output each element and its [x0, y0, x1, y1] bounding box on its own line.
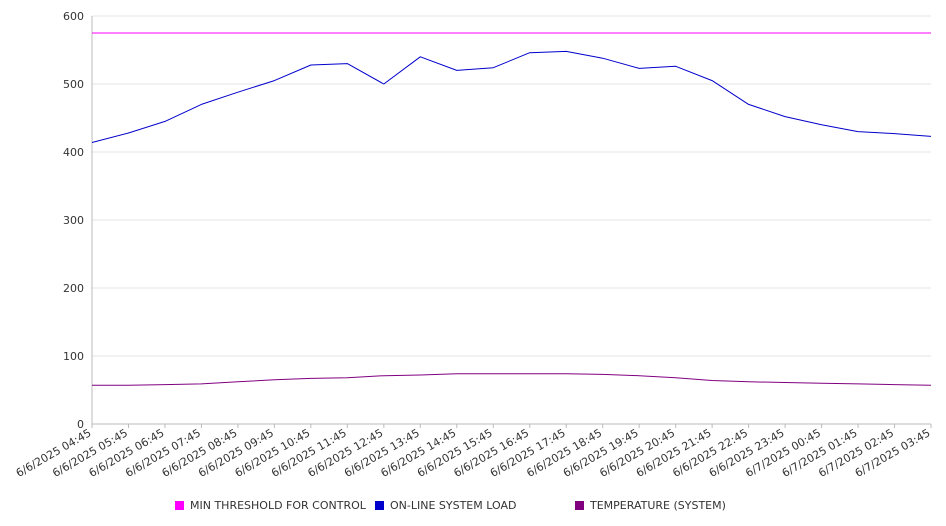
y-tick-label: 100 [63, 350, 84, 363]
legend-label-min-threshold: MIN THRESHOLD FOR CONTROL [190, 499, 366, 512]
legend-item-temperature[interactable]: TEMPERATURE (SYSTEM) [575, 499, 726, 512]
legend-item-min-threshold[interactable]: MIN THRESHOLD FOR CONTROL [175, 499, 366, 512]
legend-swatch-system-load [375, 501, 384, 510]
y-tick-label: 300 [63, 214, 84, 227]
x-tick-labels: 6/6/2025 04:456/6/2025 05:456/6/2025 06:… [14, 424, 933, 480]
y-tick-label: 200 [63, 282, 84, 295]
legend-item-system-load[interactable]: ON-LINE SYSTEM LOAD [375, 499, 516, 512]
axes [91, 16, 931, 425]
grid-lines [92, 15, 931, 357]
y-tick-labels: 0 100 200 300 400 500 600 [63, 10, 84, 431]
y-tick-label: 400 [63, 146, 84, 159]
legend-swatch-temperature [575, 501, 584, 510]
y-tick-label: 500 [63, 78, 84, 91]
series-lines [91, 32, 932, 386]
legend-swatch-min-threshold [175, 501, 184, 510]
legend-label-temperature: TEMPERATURE (SYSTEM) [590, 499, 726, 512]
y-tick-label: 600 [63, 10, 84, 23]
series-line-on-line-system-load [91, 50, 932, 143]
legend: MIN THRESHOLD FOR CONTROL ON-LINE SYSTEM… [175, 499, 935, 513]
series-line-temperature-system [92, 373, 932, 386]
y-tick-label: 0 [77, 418, 84, 431]
legend-label-system-load: ON-LINE SYSTEM LOAD [390, 499, 517, 512]
